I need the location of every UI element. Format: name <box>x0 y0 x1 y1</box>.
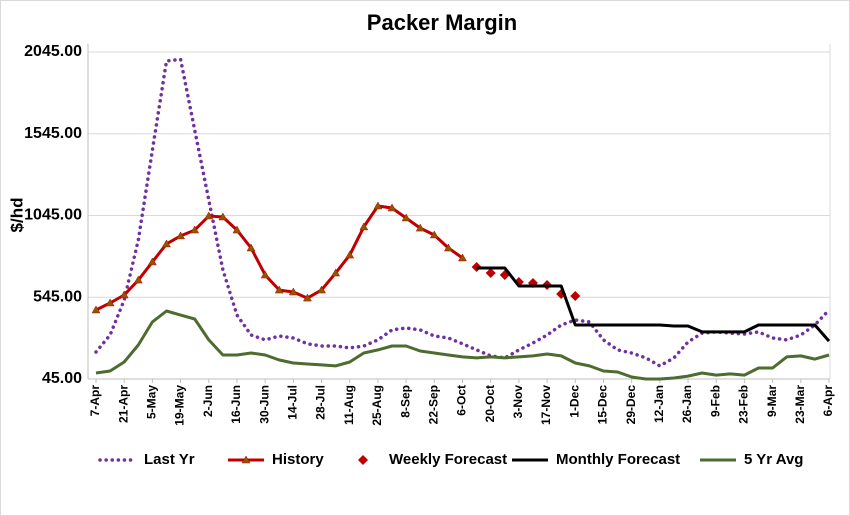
x-tick-label: 12-Jan <box>652 385 666 423</box>
point-marker <box>204 211 214 220</box>
point-marker <box>485 268 496 279</box>
x-tick-label: 6-Apr <box>821 385 835 417</box>
series-line <box>95 309 830 381</box>
chart-title: Packer Margin <box>367 10 517 35</box>
point-marker <box>373 201 383 210</box>
x-tick-label: 6-Oct <box>455 385 469 416</box>
legend-label: Weekly Forecast <box>389 451 507 468</box>
point-marker <box>147 257 157 266</box>
point-marker <box>401 213 411 222</box>
x-tick-label: 30-Jun <box>257 385 271 424</box>
point-marker <box>471 262 482 273</box>
point-marker <box>317 285 326 294</box>
point-marker <box>443 243 453 252</box>
x-tick-label: 29-Dec <box>624 385 638 425</box>
x-tick-label: 8-Sep <box>398 385 412 418</box>
point-marker <box>218 212 228 221</box>
legend-label: History <box>272 451 324 468</box>
x-tick-label: 5-May <box>145 385 159 419</box>
point-marker <box>359 222 369 231</box>
x-tick-label: 23-Feb <box>737 385 751 424</box>
x-tick-label: 20-Oct <box>483 385 497 422</box>
x-tick-label: 25-Aug <box>370 385 384 426</box>
x-tick-label: 19-May <box>173 385 187 426</box>
legend-label: 5 Yr Avg <box>744 451 803 468</box>
point-marker <box>358 455 368 465</box>
point-marker <box>345 250 355 259</box>
x-tick-label: 28-Jul <box>314 385 328 420</box>
point-marker <box>458 253 467 262</box>
point-marker <box>303 293 312 302</box>
point-marker <box>241 455 251 464</box>
y-tick-label: 545.00 <box>33 288 82 305</box>
x-tick-label: 22-Sep <box>426 385 440 424</box>
x-tick-label: 2-Jun <box>201 385 215 417</box>
x-tick-label: 16-Jun <box>229 385 243 424</box>
point-marker <box>246 243 256 252</box>
x-tick-label: 15-Dec <box>596 385 610 425</box>
point-marker <box>288 287 298 296</box>
legend-label: Monthly Forecast <box>556 451 680 468</box>
point-marker <box>190 225 200 234</box>
x-tick-label: 14-Jul <box>286 385 300 420</box>
point-marker <box>133 275 143 284</box>
y-axis-label: $/hd <box>7 198 26 233</box>
y-tick-label: 1045.00 <box>24 207 82 224</box>
point-marker <box>387 203 397 212</box>
series-line <box>476 266 831 343</box>
x-tick-label: 7-Apr <box>88 385 102 417</box>
point-marker <box>274 285 284 294</box>
point-marker <box>570 290 581 301</box>
point-marker <box>105 298 115 307</box>
point-marker <box>415 223 425 232</box>
point-marker <box>232 225 242 234</box>
x-tick-label: 21-Apr <box>116 385 130 423</box>
x-tick-label: 1-Dec <box>567 385 581 418</box>
point-marker <box>331 268 341 277</box>
y-tick-label: 1545.00 <box>24 125 82 142</box>
point-marker <box>260 270 270 279</box>
x-tick-label: 23-Mar <box>793 385 807 424</box>
x-tick-label: 26-Jan <box>680 385 694 423</box>
x-tick-label: 9-Mar <box>765 385 779 417</box>
point-marker <box>119 290 129 299</box>
x-tick-label: 3-Nov <box>511 385 525 419</box>
point-marker <box>429 230 439 239</box>
x-tick-label: 11-Aug <box>342 385 356 425</box>
x-tick-label: 17-Nov <box>539 385 553 425</box>
point-marker <box>176 231 186 240</box>
legend-label: Last Yr <box>144 451 195 468</box>
y-tick-label: 2045.00 <box>24 43 82 60</box>
point-marker <box>91 305 101 314</box>
point-marker <box>162 239 171 248</box>
y-tick-label: 45.00 <box>42 370 82 387</box>
x-tick-label: 9-Feb <box>708 385 722 417</box>
